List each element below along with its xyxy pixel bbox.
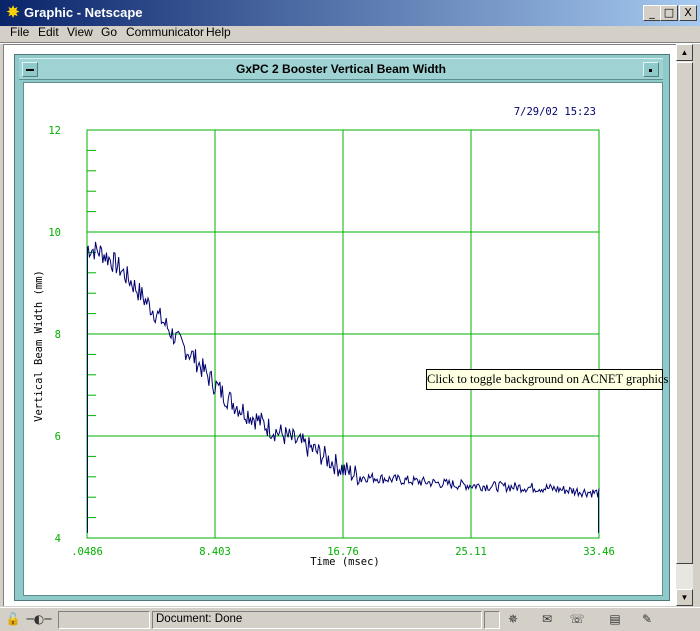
close-button[interactable]: X — [679, 5, 697, 21]
graphic-minimize-button[interactable] — [643, 62, 659, 77]
x-tick-label: .0486 — [71, 546, 103, 558]
connection-icon: ─◐─ — [26, 612, 52, 626]
y-axis-label: Vertical Beam Width (mm) — [33, 270, 45, 422]
menu-help[interactable]: Help — [206, 25, 231, 39]
plot-area[interactable]: 7/29/02 15:23 Vertical Beam Width (mm) T… — [23, 82, 663, 596]
window-title: Graphic - Netscape — [24, 5, 143, 20]
timestamp-label: 7/29/02 15:23 — [514, 106, 596, 118]
y-tick-label: 12 — [48, 125, 61, 137]
menu-edit[interactable]: Edit — [38, 25, 59, 39]
menu-communicator[interactable]: Communicator — [126, 25, 205, 39]
scroll-up-button[interactable]: ▲ — [676, 44, 693, 61]
security-lock-icon[interactable]: 🔓 — [5, 612, 21, 626]
composer-icon[interactable]: ▤ — [609, 612, 621, 626]
graphic-window: GxPC 2 Booster Vertical Beam Width 7/29/… — [14, 54, 670, 601]
mail-icon[interactable]: ✉ — [541, 612, 553, 626]
y-tick-label: 4 — [55, 533, 61, 545]
x-tick-label: 25.11 — [455, 546, 487, 558]
beam-width-chart[interactable]: 7/29/02 15:23 Vertical Beam Width (mm) T… — [24, 83, 662, 595]
netscape-logo-icon: ✵ — [6, 4, 20, 21]
graphic-titlebar: GxPC 2 Booster Vertical Beam Width — [19, 58, 663, 80]
window-menu-button[interactable] — [22, 62, 38, 77]
progress-panel — [58, 611, 150, 629]
scroll-thumb[interactable] — [676, 62, 693, 564]
scroll-down-button[interactable]: ▼ — [676, 589, 693, 606]
status-divider — [484, 611, 500, 629]
graphic-title: GxPC 2 Booster Vertical Beam Width — [236, 62, 446, 76]
menu-view[interactable]: View — [67, 25, 93, 39]
x-tick-label: 8.403 — [199, 546, 231, 558]
menu-go[interactable]: Go — [101, 25, 118, 39]
minimize-button[interactable]: _ — [643, 5, 661, 21]
menu-file[interactable]: File — [10, 25, 30, 39]
menu-bar: File Edit View Go Communicator Help — [0, 24, 700, 42]
signature-icon[interactable]: ✎ — [641, 612, 653, 626]
beam-width-series-line — [86, 241, 600, 499]
window-titlebar: ✵ Graphic - Netscape _ □ X — [0, 0, 700, 26]
status-bar: 🔓 ─◐─ Document: Done ✵ ✉ ☏ ▤ ✎ — [0, 607, 700, 631]
vertical-scrollbar[interactable]: ▲ ▼ — [676, 44, 693, 606]
x-axis-label: Time (msec) — [310, 556, 380, 568]
x-tick-label: 16.76 — [327, 546, 359, 558]
menu-separator — [0, 42, 700, 44]
y-tick-label: 8 — [55, 329, 61, 341]
y-tick-label: 6 — [55, 431, 61, 443]
status-text: Document: Done — [156, 613, 243, 625]
maximize-button[interactable]: □ — [660, 5, 678, 21]
x-tick-label: 33.46 — [583, 546, 615, 558]
navigator-icon[interactable]: ✵ — [507, 612, 519, 626]
y-tick-label: 10 — [48, 227, 61, 239]
chat-icon[interactable]: ☏ — [569, 612, 585, 626]
status-panel: Document: Done — [152, 611, 482, 629]
tooltip: Click to toggle background on ACNET grap… — [426, 369, 668, 390]
